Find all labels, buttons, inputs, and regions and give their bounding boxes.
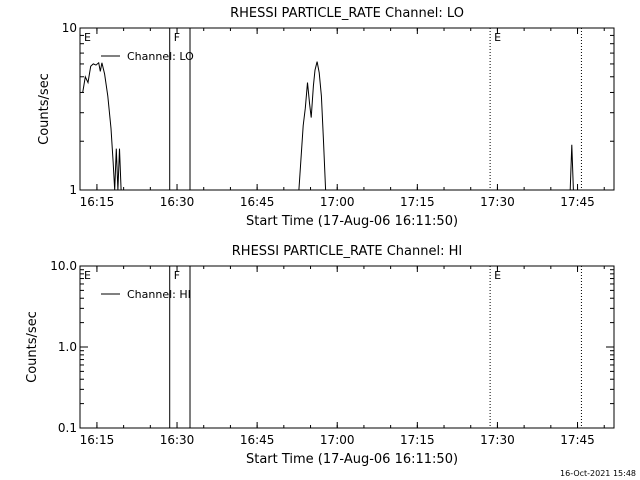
x-tick-label: 16:45 — [240, 195, 275, 209]
plot-frame — [79, 27, 615, 191]
event-marker-label: E — [84, 269, 91, 282]
x-tick-label: 17:45 — [560, 433, 595, 447]
y-tick-label: 1 — [69, 183, 77, 197]
series-line — [298, 61, 327, 191]
event-marker-label: E — [494, 31, 501, 44]
x-tick-label: 17:00 — [320, 433, 355, 447]
x-tick-label: 16:45 — [240, 433, 275, 447]
x-tick-label: 17:30 — [480, 195, 515, 209]
event-marker-label: F — [174, 269, 180, 282]
series-line — [569, 144, 574, 191]
event-marker-label: F — [174, 31, 180, 44]
y-tick-label: 0.1 — [58, 421, 77, 435]
legend-label: Channel: LO — [127, 50, 194, 63]
y-axis-label: Counts/sec — [25, 311, 40, 383]
x-tick-label: 16:30 — [160, 195, 195, 209]
x-axis-label: Start Time (17-Aug-06 16:11:50) — [246, 452, 458, 467]
x-tick-label: 17:00 — [320, 195, 355, 209]
chart-panel-lo: RHESSI PARTICLE_RATE Channel: LO 16:15 16:… — [37, 6, 615, 229]
series-line — [82, 61, 122, 191]
x-tick-label: 17:15 — [400, 195, 435, 209]
event-marker-label: E — [84, 31, 91, 44]
chart-panel-hi: RHESSI PARTICLE_RATE Channel: HI 16:15 16:… — [25, 244, 615, 467]
chart-title: RHESSI PARTICLE_RATE Channel: HI — [232, 244, 462, 259]
y-tick-label: 10.0 — [50, 259, 77, 273]
chart-title: RHESSI PARTICLE_RATE Channel: LO — [230, 6, 464, 21]
x-tick-label: 16:15 — [80, 433, 115, 447]
event-marker-label: E — [494, 269, 501, 282]
y-tick-label: 1.0 — [58, 340, 77, 354]
legend-label: Channel: HI — [127, 288, 191, 301]
x-tick-label: 17:15 — [400, 433, 435, 447]
footer-timestamp: 16-Oct-2021 15:48 — [560, 469, 636, 478]
x-tick-label: 16:15 — [80, 195, 115, 209]
x-tick-label: 17:45 — [560, 195, 595, 209]
y-tick-label: 10 — [62, 21, 77, 35]
x-tick-label: 17:30 — [480, 433, 515, 447]
y-axis-label: Counts/sec — [37, 73, 52, 145]
x-tick-label: 16:30 — [160, 433, 195, 447]
x-axis-label: Start Time (17-Aug-06 16:11:50) — [246, 214, 458, 229]
